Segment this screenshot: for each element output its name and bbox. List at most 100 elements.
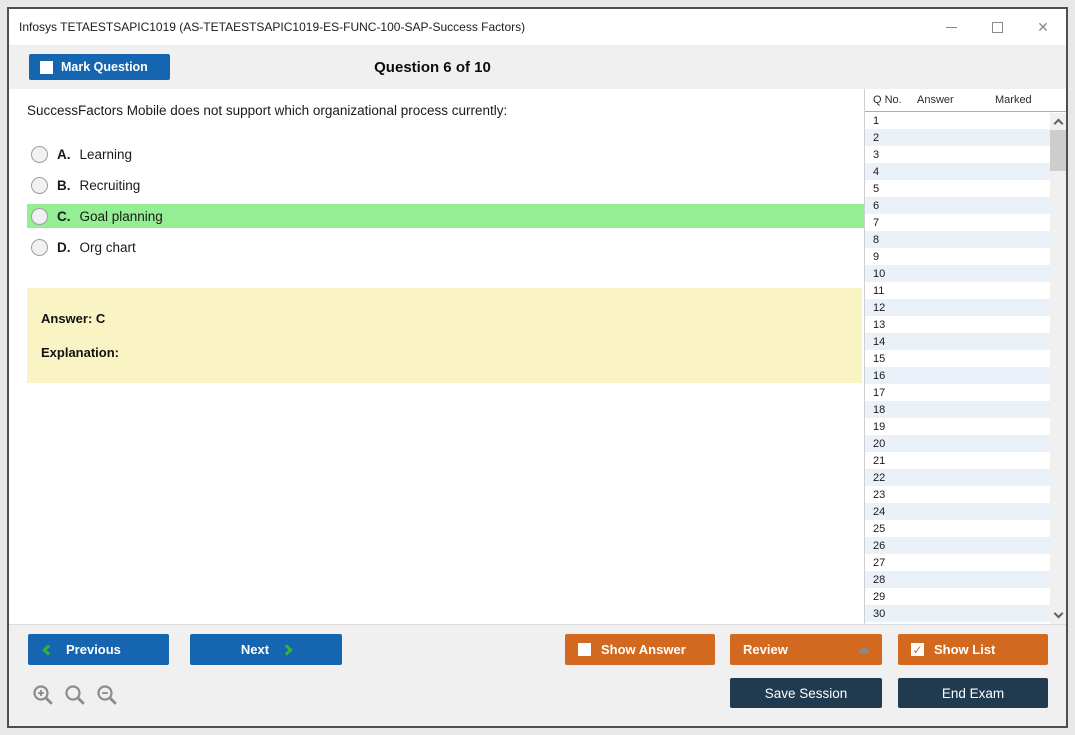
mark-question-label: Mark Question: [61, 60, 148, 74]
table-row[interactable]: 1: [865, 112, 1050, 129]
table-row[interactable]: 4: [865, 163, 1050, 180]
radio-button[interactable]: [31, 207, 48, 225]
question-text: SuccessFactors Mobile does not support w…: [27, 103, 508, 118]
question-counter: Question 6 of 10: [374, 58, 491, 76]
table-row[interactable]: 13: [865, 316, 1050, 333]
table-row[interactable]: 3: [865, 146, 1050, 163]
radio-button[interactable]: [31, 145, 48, 163]
option-row[interactable]: A. Learning: [27, 142, 864, 166]
table-row[interactable]: 23: [865, 486, 1050, 503]
option-row[interactable]: C. Goal planning: [27, 204, 864, 228]
table-cell: 4: [873, 165, 880, 178]
table-cell: 14: [873, 335, 886, 348]
scroll-up-button[interactable]: [1050, 113, 1066, 130]
show-list-button[interactable]: ✓ Show List: [898, 634, 1048, 665]
table-cell: 22: [873, 471, 886, 484]
table-row[interactable]: 30: [865, 605, 1050, 622]
table-row[interactable]: 18: [865, 401, 1050, 418]
table-cell: 17: [873, 386, 886, 399]
table-row[interactable]: 2: [865, 129, 1050, 146]
previous-label: Previous: [66, 642, 121, 657]
chevron-up-icon: [1053, 118, 1063, 129]
table-cell: 8: [873, 233, 880, 246]
minimize-button[interactable]: [928, 9, 974, 45]
table-row[interactable]: 5: [865, 180, 1050, 197]
answer-label: Answer: C: [41, 311, 106, 326]
previous-button[interactable]: Previous: [28, 634, 169, 665]
zoom-reset-icon[interactable]: [63, 683, 87, 707]
table-row[interactable]: 28: [865, 571, 1050, 588]
close-button[interactable]: ✕: [1020, 9, 1066, 45]
radio-button[interactable]: [31, 176, 48, 194]
table-row[interactable]: 24: [865, 503, 1050, 520]
table-row[interactable]: 6: [865, 197, 1050, 214]
table-row[interactable]: 7: [865, 214, 1050, 231]
scrollbar[interactable]: [1050, 113, 1066, 624]
option-row[interactable]: D. Org chart: [27, 235, 864, 259]
option-letter: C.: [57, 208, 71, 224]
table-cell: 18: [873, 403, 886, 416]
table-row[interactable]: 15: [865, 350, 1050, 367]
show-answer-checkbox[interactable]: [578, 643, 591, 656]
table-cell: 12: [873, 301, 886, 314]
table-row[interactable]: 22: [865, 469, 1050, 486]
option-row[interactable]: B. Recruiting: [27, 173, 864, 197]
table-cell: 15: [873, 352, 886, 365]
table-row[interactable]: 10: [865, 265, 1050, 282]
table-row[interactable]: 9: [865, 248, 1050, 265]
maximize-button[interactable]: [974, 9, 1020, 45]
review-button[interactable]: Review: [730, 634, 882, 665]
table-cell: 25: [873, 522, 886, 535]
answer-header: Answer: [917, 94, 954, 106]
table-row[interactable]: 27: [865, 554, 1050, 571]
table-row[interactable]: 26: [865, 537, 1050, 554]
table-cell: 1: [873, 114, 880, 127]
zoom-in-icon[interactable]: [31, 683, 55, 707]
zoom-out-icon[interactable]: [95, 683, 119, 707]
option-letter: A.: [57, 146, 71, 162]
show-answer-label: Show Answer: [601, 642, 686, 657]
window-controls: ✕: [928, 9, 1066, 45]
save-session-button[interactable]: Save Session: [730, 678, 882, 708]
question-list-panel: Q No. Answer Marked 1 2 3 4 5 6 7 8 9 10 11 12 13 14 1…: [864, 89, 1066, 624]
show-list-label: Show List: [934, 642, 996, 657]
table-row[interactable]: 8: [865, 231, 1050, 248]
chevron-left-icon: [42, 643, 54, 656]
explanation-label: Explanation:: [41, 345, 120, 360]
question-list-body: 1 2 3 4 5 6 7 8 9 10 11 12 13 14 15 16 17 18 19 20 21 22 23 24 2…: [865, 112, 1050, 624]
radio-button[interactable]: [31, 238, 48, 256]
table-cell: 7: [873, 216, 880, 229]
table-row[interactable]: 16: [865, 367, 1050, 384]
exam-window: Infosys TETAESTSAPIC1019 (AS-TETAESTSAPI…: [7, 7, 1068, 728]
question-list-header: Q No. Answer Marked: [865, 89, 1066, 112]
table-cell: 3: [873, 148, 880, 161]
mark-question-button[interactable]: Mark Question: [29, 54, 170, 80]
table-row[interactable]: 20: [865, 435, 1050, 452]
table-row[interactable]: 14: [865, 333, 1050, 350]
marked-header: Marked: [995, 94, 1032, 106]
table-cell: 10: [873, 267, 886, 280]
option-label: Goal planning: [79, 208, 163, 224]
scroll-thumb[interactable]: [1050, 130, 1066, 171]
window-title: Infosys TETAESTSAPIC1019 (AS-TETAESTSAPI…: [19, 20, 526, 34]
table-row[interactable]: 21: [865, 452, 1050, 469]
show-list-checkbox[interactable]: ✓: [911, 643, 924, 656]
table-row[interactable]: 25: [865, 520, 1050, 537]
end-exam-label: End Exam: [941, 685, 1005, 701]
table-row[interactable]: 19: [865, 418, 1050, 435]
table-row[interactable]: 12: [865, 299, 1050, 316]
scroll-down-button[interactable]: [1050, 607, 1066, 624]
mark-question-checkbox[interactable]: [40, 60, 53, 74]
save-session-label: Save Session: [764, 685, 848, 701]
main-area: SuccessFactors Mobile does not support w…: [9, 89, 1066, 624]
close-icon: ✕: [1037, 19, 1049, 35]
table-row[interactable]: 17: [865, 384, 1050, 401]
question-area: SuccessFactors Mobile does not support w…: [9, 89, 864, 624]
show-answer-button[interactable]: Show Answer: [565, 634, 715, 665]
next-button[interactable]: Next: [190, 634, 342, 665]
title-bar: Infosys TETAESTSAPIC1019 (AS-TETAESTSAPI…: [9, 9, 1066, 45]
table-row[interactable]: 29: [865, 588, 1050, 605]
table-row[interactable]: 11: [865, 282, 1050, 299]
end-exam-button[interactable]: End Exam: [898, 678, 1048, 708]
minimize-icon: [945, 26, 957, 28]
